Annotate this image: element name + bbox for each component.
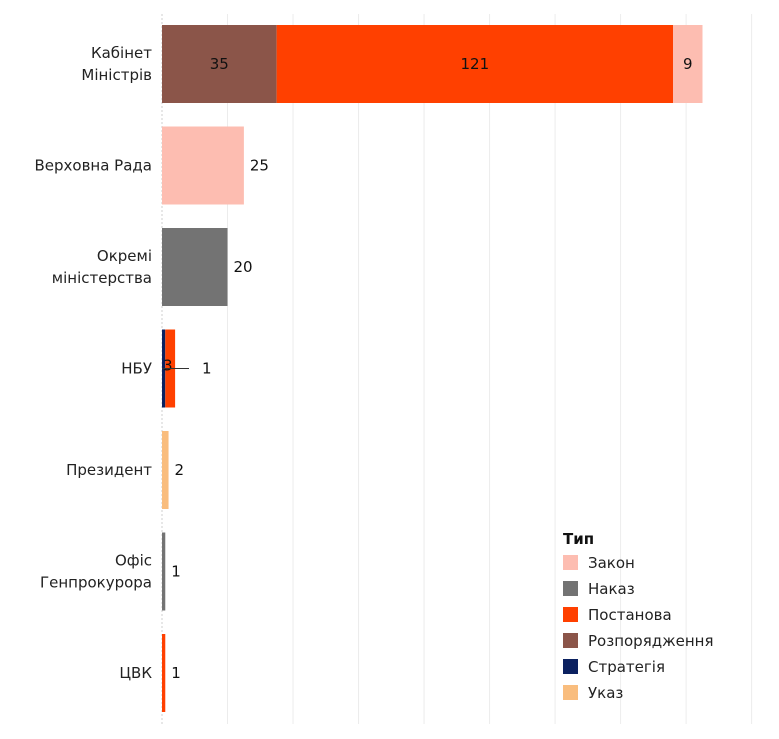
bar-segment xyxy=(162,532,166,611)
value-label: 9 xyxy=(683,55,693,73)
value-label: 20 xyxy=(234,258,253,276)
value-label: 1 xyxy=(171,563,181,581)
category-label: Верховна Рада xyxy=(34,157,152,175)
value-label: 3 xyxy=(163,357,173,375)
value-label: 1 xyxy=(202,360,212,378)
legend-entry: Закон xyxy=(588,554,635,572)
category-label: ЦВК xyxy=(119,664,152,682)
bar-segment xyxy=(162,431,169,509)
bar-segment xyxy=(276,25,674,103)
category-label: Міністрів xyxy=(81,66,152,84)
legend-entry: Стратегія xyxy=(588,658,665,676)
category-label: Кабінет xyxy=(91,44,152,62)
category-label: Окремі xyxy=(97,247,152,265)
legend-entry: Розпорядження xyxy=(588,632,713,650)
bar-segment xyxy=(673,25,703,103)
value-label: 2 xyxy=(175,461,185,479)
legend-swatch xyxy=(563,685,578,700)
value-label: 35 xyxy=(210,55,229,73)
category-labels: Кабінет Міністрів Верховна Рада Окремі мініс… xyxy=(34,44,152,682)
legend-swatch xyxy=(563,555,578,570)
legend-entry: Постанова xyxy=(588,606,672,624)
legend-swatch xyxy=(563,633,578,648)
bar-segment xyxy=(162,228,228,306)
category-label: Президент xyxy=(66,461,152,479)
bar-segment xyxy=(162,634,166,712)
category-label: міністерства xyxy=(52,269,152,287)
value-label: 1 xyxy=(171,664,181,682)
category-label: НБУ xyxy=(121,360,152,378)
legend-swatch xyxy=(563,607,578,622)
legend: Тип Закон Наказ Постанова Розпорядження Стра… xyxy=(563,530,713,702)
bar-segment xyxy=(162,25,277,103)
gridlines xyxy=(161,14,753,724)
category-label: Офіс xyxy=(115,552,152,570)
legend-swatch xyxy=(563,581,578,596)
value-label: 25 xyxy=(250,157,269,175)
legend-entry: Наказ xyxy=(588,580,635,598)
legend-entry: Указ xyxy=(588,684,623,702)
category-label: Генпрокурора xyxy=(40,574,152,592)
legend-title: Тип xyxy=(563,530,594,548)
bar-segment xyxy=(162,126,244,205)
value-label: 121 xyxy=(461,55,490,73)
legend-swatch xyxy=(563,659,578,674)
